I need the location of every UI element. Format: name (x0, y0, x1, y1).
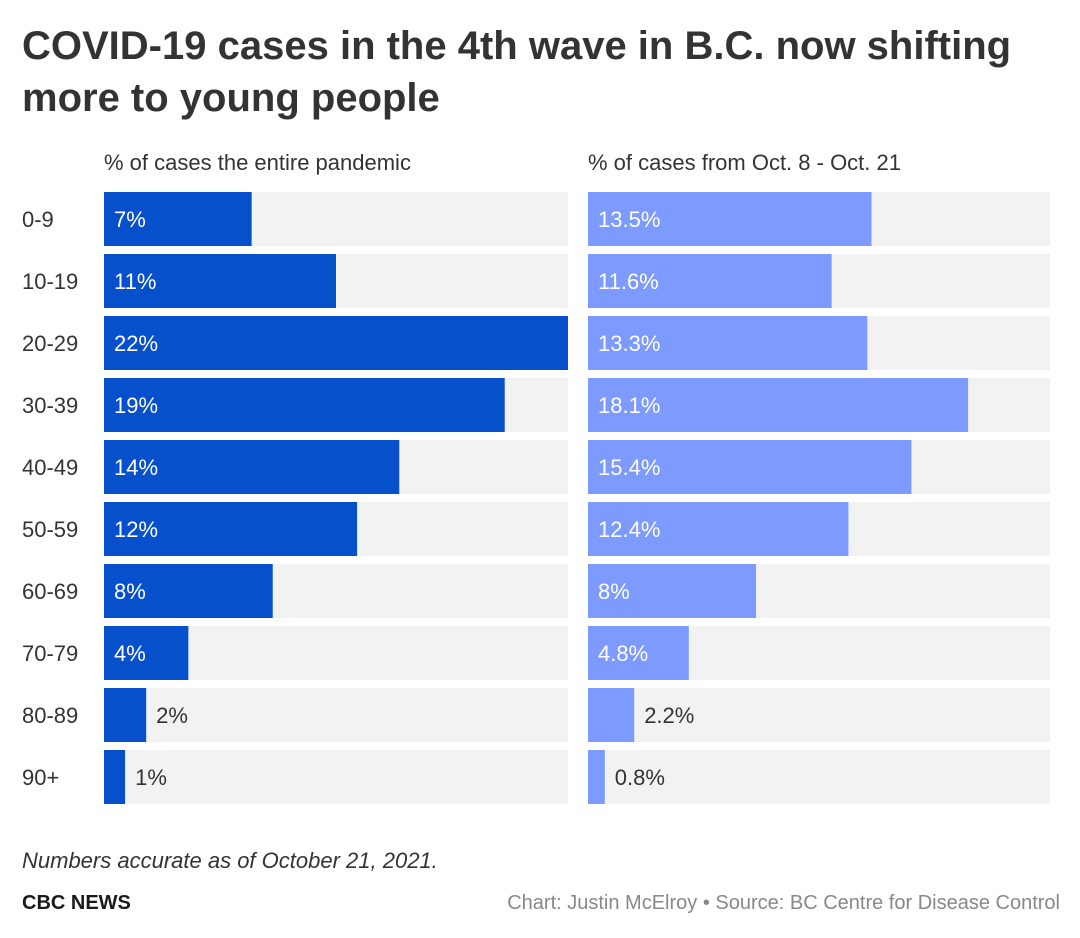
right-bar (588, 254, 832, 308)
chart-title: COVID-19 cases in the 4th wave in B.C. n… (22, 24, 1012, 120)
right-bar-value-label: 11.6% (598, 269, 659, 294)
left-bar (104, 626, 189, 680)
left-bar-value-label: 22% (114, 331, 158, 356)
right-bar (588, 440, 912, 494)
right-bar-value-label: 15.4% (598, 455, 660, 480)
right-bar-value-label: 13.3% (598, 331, 660, 356)
left-bar (104, 316, 568, 370)
right-bar (588, 688, 635, 742)
right-bar-value-label: 13.5% (598, 207, 660, 232)
right-panel-header: % of cases from Oct. 8 - Oct. 21 (588, 150, 901, 175)
category-label: 0-9 (22, 207, 54, 232)
chart-credit: Chart: Justin McElroy • Source: BC Centr… (507, 892, 1060, 914)
right-bar-value-label: 2.2% (644, 703, 694, 728)
right-bar-track (588, 688, 1050, 742)
left-bar (104, 378, 505, 432)
left-bar (104, 750, 126, 804)
right-bar-value-label: 0.8% (615, 765, 665, 790)
left-bar-value-label: 19% (114, 393, 158, 418)
right-bar (588, 316, 868, 370)
left-bar-value-label: 8% (114, 579, 146, 604)
left-bar-track (104, 750, 568, 804)
category-label: 40-49 (22, 455, 78, 480)
left-bar-value-label: 2% (156, 703, 188, 728)
left-bar-value-label: 11% (114, 269, 156, 294)
left-bar-value-label: 12% (114, 517, 158, 542)
category-label: 50-59 (22, 517, 78, 542)
right-bar (588, 626, 689, 680)
brand-logo: CBC NEWS (22, 892, 131, 914)
left-bar (104, 440, 400, 494)
right-bar-value-label: 18.1% (598, 393, 660, 418)
left-bar-value-label: 4% (114, 641, 146, 666)
category-label: 80-89 (22, 703, 78, 728)
right-bar-track (588, 750, 1050, 804)
right-bar-value-label: 8% (598, 579, 630, 604)
right-bar (588, 502, 849, 556)
left-bar-value-label: 1% (135, 765, 167, 790)
category-label: 20-29 (22, 331, 78, 356)
left-panel-header: % of cases the entire pandemic (104, 150, 411, 175)
bar-chart: 0-9 7% 13.5% 10-19 11% 11.6% 20-29 22% 13.3% 30-3… (22, 192, 1050, 804)
left-bar (104, 688, 147, 742)
footnote: Numbers accurate as of October 21, 2021. (22, 848, 438, 873)
category-label: 30-39 (22, 393, 78, 418)
right-bar (588, 378, 969, 432)
left-bar-value-label: 14% (114, 455, 158, 480)
left-bar (104, 192, 252, 246)
left-bar (104, 254, 336, 308)
right-bar (588, 192, 872, 246)
left-bar (104, 564, 273, 618)
left-bar-value-label: 7% (114, 207, 146, 232)
right-bar (588, 750, 605, 804)
category-label: 60-69 (22, 579, 78, 604)
left-bar (104, 502, 358, 556)
left-bar-track (104, 688, 568, 742)
category-label: 90+ (22, 765, 59, 790)
category-label: 70-79 (22, 641, 78, 666)
right-bar-value-label: 12.4% (598, 517, 660, 542)
category-label: 10-19 (22, 269, 78, 294)
right-bar (588, 564, 756, 618)
right-bar-value-label: 4.8% (598, 641, 648, 666)
